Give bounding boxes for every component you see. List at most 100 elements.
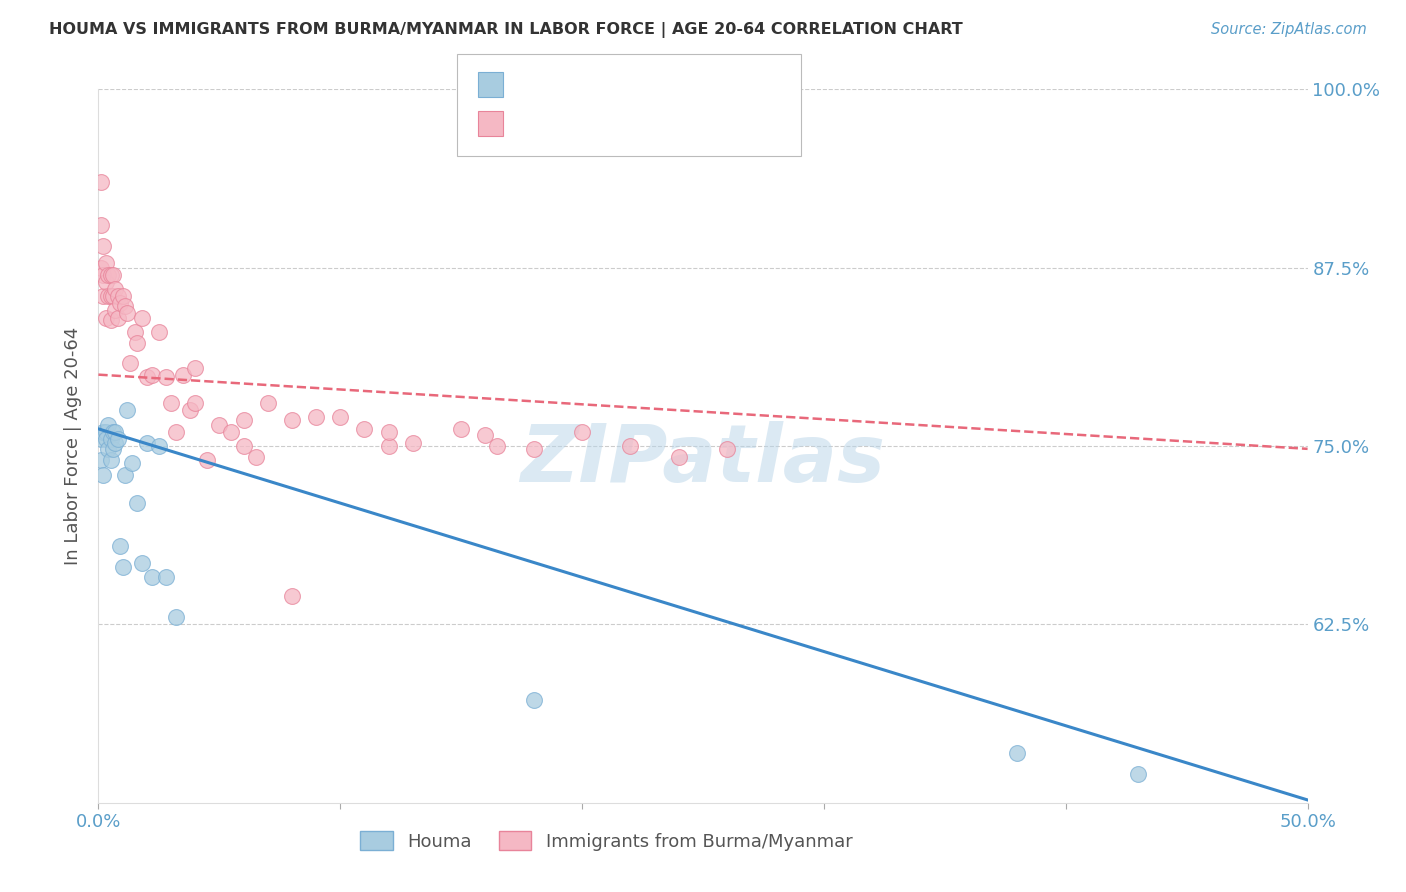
Point — [111, 289, 134, 303]
Text: 30: 30 — [640, 76, 665, 94]
Point — [179, 403, 201, 417]
Point — [100, 432, 122, 446]
Point — [148, 439, 170, 453]
Point — [100, 453, 122, 467]
Point — [101, 442, 124, 456]
Point — [97, 268, 120, 282]
Point — [131, 310, 153, 325]
Point — [90, 175, 112, 189]
Point — [245, 450, 267, 465]
Text: R =: R = — [512, 114, 551, 132]
Point — [353, 422, 375, 436]
Point — [256, 396, 278, 410]
Y-axis label: In Labor Force | Age 20-64: In Labor Force | Age 20-64 — [63, 326, 82, 566]
Point — [1007, 746, 1029, 760]
Point — [1128, 767, 1150, 781]
Text: 61: 61 — [640, 114, 671, 132]
Text: N =: N = — [609, 114, 648, 132]
Point — [486, 439, 509, 453]
Point — [108, 539, 131, 553]
Text: HOUMA VS IMMIGRANTS FROM BURMA/MYANMAR IN LABOR FORCE | AGE 20-64 CORRELATION CH: HOUMA VS IMMIGRANTS FROM BURMA/MYANMAR I… — [49, 22, 963, 38]
Point — [402, 436, 425, 450]
Point — [155, 370, 177, 384]
Point — [329, 410, 352, 425]
Point — [91, 425, 114, 439]
Point — [184, 360, 207, 375]
Point — [127, 336, 149, 351]
Point — [281, 413, 304, 427]
Point — [117, 403, 139, 417]
Point — [94, 256, 117, 270]
Legend: Houma, Immigrants from Burma/Myanmar: Houma, Immigrants from Burma/Myanmar — [353, 824, 859, 858]
Point — [165, 425, 187, 439]
Point — [108, 296, 131, 310]
Point — [91, 289, 114, 303]
Point — [450, 422, 472, 436]
Point — [232, 413, 254, 427]
Point — [124, 325, 146, 339]
Point — [571, 425, 593, 439]
Point — [281, 589, 304, 603]
Point — [221, 425, 243, 439]
Point — [107, 432, 129, 446]
Text: R =: R = — [512, 76, 551, 94]
Point — [523, 693, 546, 707]
Text: N =: N = — [609, 76, 648, 94]
Point — [148, 325, 170, 339]
Point — [377, 425, 399, 439]
Point — [131, 556, 153, 570]
Point — [104, 425, 127, 439]
Point — [141, 570, 163, 584]
Point — [716, 442, 738, 456]
Text: ZIPatlas: ZIPatlas — [520, 421, 886, 500]
Point — [165, 610, 187, 624]
Point — [101, 268, 124, 282]
Point — [135, 370, 157, 384]
Point — [100, 313, 122, 327]
Point — [127, 496, 149, 510]
Point — [172, 368, 194, 382]
Point — [523, 442, 546, 456]
Point — [232, 439, 254, 453]
Point — [97, 289, 120, 303]
Point — [118, 356, 141, 370]
Point — [94, 425, 117, 439]
Point — [104, 436, 127, 450]
Point — [160, 396, 183, 410]
Point — [668, 450, 690, 465]
Point — [117, 306, 139, 320]
Point — [184, 396, 207, 410]
Point — [208, 417, 231, 432]
Point — [97, 417, 120, 432]
Point — [94, 310, 117, 325]
Point — [104, 303, 127, 318]
Point — [90, 260, 112, 275]
Point — [155, 570, 177, 584]
Point — [90, 453, 112, 467]
Point — [474, 427, 496, 442]
Text: Source: ZipAtlas.com: Source: ZipAtlas.com — [1211, 22, 1367, 37]
Point — [91, 268, 114, 282]
Point — [114, 467, 136, 482]
Point — [141, 368, 163, 382]
Text: -0.671: -0.671 — [543, 76, 607, 94]
Point — [94, 275, 117, 289]
Point — [101, 425, 124, 439]
Point — [104, 282, 127, 296]
Point — [195, 453, 218, 467]
Point — [90, 218, 112, 232]
Point — [94, 432, 117, 446]
Point — [100, 268, 122, 282]
Point — [91, 467, 114, 482]
Point — [91, 239, 114, 253]
Point — [101, 289, 124, 303]
Point — [107, 289, 129, 303]
Point — [377, 439, 399, 453]
Point — [111, 560, 134, 574]
Point — [97, 442, 120, 456]
Point — [107, 310, 129, 325]
Point — [619, 439, 641, 453]
Text: -0.091: -0.091 — [543, 114, 607, 132]
Point — [121, 456, 143, 470]
Point — [90, 432, 112, 446]
